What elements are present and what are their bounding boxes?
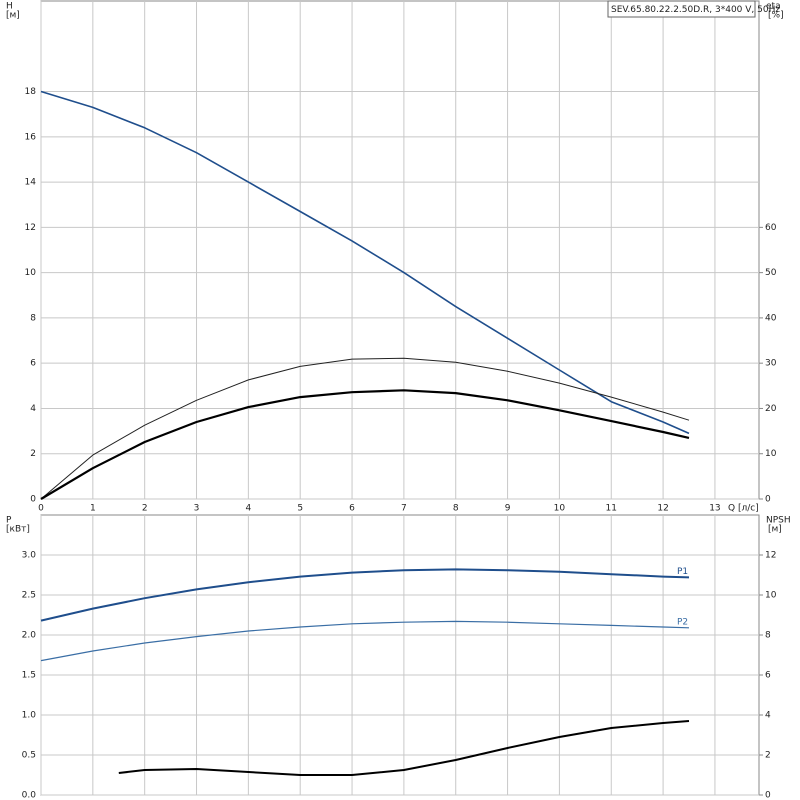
y-tick-label: 0 (30, 495, 36, 505)
y-tick-label: 0.5 (22, 751, 36, 761)
y2-tick-label: 0 (765, 791, 771, 800)
plot-frame (40, 514, 760, 796)
x-tick-label: 9 (505, 504, 511, 514)
y2-tick-label: 4 (765, 711, 771, 721)
series-label: P2 (677, 617, 688, 627)
y-tick-label: 1.5 (22, 671, 36, 681)
x-tick-label: 6 (349, 504, 355, 514)
y2-axis-label: eta (766, 2, 781, 12)
x-tick-label: 1 (90, 504, 96, 514)
y-tick-label: 14 (25, 178, 37, 188)
y2-tick-label: 20 (765, 404, 777, 414)
y2-axis-unit: [%] (768, 11, 784, 21)
y2-tick-label: 12 (765, 551, 776, 561)
y-axis-unit: [кВт] (6, 525, 30, 535)
y2-tick-label: 10 (765, 591, 777, 601)
series-label: P1 (677, 567, 688, 577)
y-tick-label: 2.0 (22, 631, 37, 641)
plot-frame (40, 0, 760, 500)
curve (40, 389, 690, 500)
y2-tick-label: 50 (765, 268, 777, 278)
x-tick-label: 8 (453, 504, 459, 514)
x-tick-label: 7 (401, 504, 407, 514)
y2-tick-label: 0 (765, 495, 771, 505)
y-tick-label: 10 (25, 268, 37, 278)
y-tick-label: 1.0 (22, 711, 37, 721)
y-tick-label: 16 (25, 132, 37, 142)
y-tick-label: 8 (30, 313, 36, 323)
y2-tick-label: 2 (765, 751, 771, 761)
x-tick-label: 0 (38, 504, 44, 514)
chart-title: SEV.65.80.22.2.50D.R, 3*400 V, 50Hz (611, 5, 780, 15)
x-tick-label: 11 (606, 504, 617, 514)
curve (40, 568, 690, 622)
curve (40, 90, 690, 435)
x-tick-label: 4 (245, 504, 251, 514)
y-tick-label: 18 (25, 87, 37, 97)
y-tick-label: 4 (30, 404, 36, 414)
x-tick-label: 5 (297, 504, 303, 514)
y2-tick-label: 60 (765, 223, 777, 233)
y-tick-label: 3.0 (22, 551, 37, 561)
y2-tick-label: 10 (765, 449, 777, 459)
x-tick-label: 2 (142, 504, 148, 514)
y-tick-label: 2.5 (22, 591, 36, 601)
curve (40, 620, 690, 662)
y2-tick-label: 8 (765, 631, 771, 641)
x-tick-label: 13 (709, 504, 720, 514)
x-tick-label: 12 (657, 504, 668, 514)
y2-axis-label: NPSH (766, 516, 791, 526)
x-axis-unit: [л/с] (738, 504, 759, 514)
y-tick-label: 0.0 (22, 791, 37, 800)
y-axis-unit: [м] (6, 11, 20, 21)
y-axis-label: P (6, 516, 12, 526)
curve (118, 720, 690, 776)
x-tick-label: 10 (554, 504, 566, 514)
x-axis-label: Q (728, 504, 735, 514)
y-tick-label: 2 (30, 449, 36, 459)
y2-tick-label: 40 (765, 313, 777, 323)
x-tick-label: 3 (194, 504, 200, 514)
curve (40, 357, 690, 500)
y2-tick-label: 6 (765, 671, 771, 681)
y-tick-label: 12 (25, 223, 36, 233)
y2-tick-label: 30 (765, 359, 777, 369)
y2-axis-unit: [м] (768, 525, 782, 535)
title-box (607, 0, 756, 18)
y-tick-label: 6 (30, 359, 36, 369)
y-axis-label: H (6, 2, 13, 12)
